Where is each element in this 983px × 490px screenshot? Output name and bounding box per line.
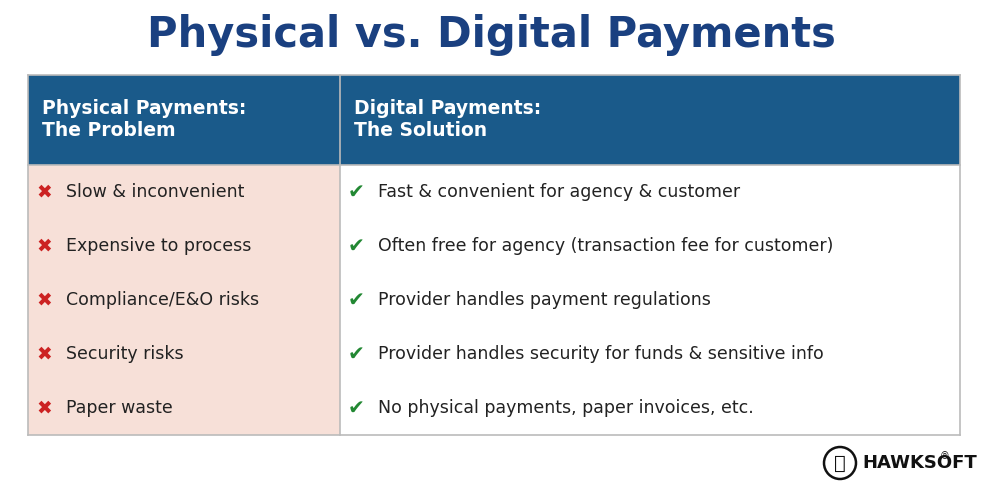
Bar bbox=[28, 75, 340, 165]
Text: ✖: ✖ bbox=[36, 182, 52, 201]
Text: Often free for agency (transaction fee for customer): Often free for agency (transaction fee f… bbox=[378, 237, 834, 255]
Text: Security risks: Security risks bbox=[66, 345, 184, 363]
Text: ✖: ✖ bbox=[36, 237, 52, 255]
Text: HAWKSOFT: HAWKSOFT bbox=[862, 454, 977, 472]
Bar bbox=[340, 75, 960, 165]
Text: Compliance/E&O risks: Compliance/E&O risks bbox=[66, 291, 260, 309]
Text: ✔: ✔ bbox=[348, 237, 365, 255]
Text: The Problem: The Problem bbox=[42, 122, 176, 141]
Text: Paper waste: Paper waste bbox=[66, 399, 173, 417]
Text: Slow & inconvenient: Slow & inconvenient bbox=[66, 183, 245, 201]
Text: Provider handles security for funds & sensitive info: Provider handles security for funds & se… bbox=[378, 345, 824, 363]
Text: Physical Payments:: Physical Payments: bbox=[42, 99, 247, 119]
Text: Provider handles payment regulations: Provider handles payment regulations bbox=[378, 291, 711, 309]
Text: The Solution: The Solution bbox=[354, 122, 488, 141]
Text: ®: ® bbox=[940, 451, 950, 461]
Text: ✔: ✔ bbox=[348, 398, 365, 417]
Bar bbox=[28, 165, 340, 435]
Text: ✖: ✖ bbox=[36, 291, 52, 310]
Text: ✔: ✔ bbox=[348, 344, 365, 364]
Text: Digital Payments:: Digital Payments: bbox=[354, 99, 542, 119]
Text: ✔: ✔ bbox=[348, 291, 365, 310]
Text: No physical payments, paper invoices, etc.: No physical payments, paper invoices, et… bbox=[378, 399, 754, 417]
Text: Physical vs. Digital Payments: Physical vs. Digital Payments bbox=[147, 14, 836, 56]
Text: ✖: ✖ bbox=[36, 344, 52, 364]
Text: ✖: ✖ bbox=[36, 398, 52, 417]
Text: 🦅: 🦅 bbox=[835, 454, 846, 472]
Text: ✔: ✔ bbox=[348, 182, 365, 201]
Text: Expensive to process: Expensive to process bbox=[66, 237, 252, 255]
Text: Fast & convenient for agency & customer: Fast & convenient for agency & customer bbox=[378, 183, 740, 201]
Bar bbox=[340, 165, 960, 435]
